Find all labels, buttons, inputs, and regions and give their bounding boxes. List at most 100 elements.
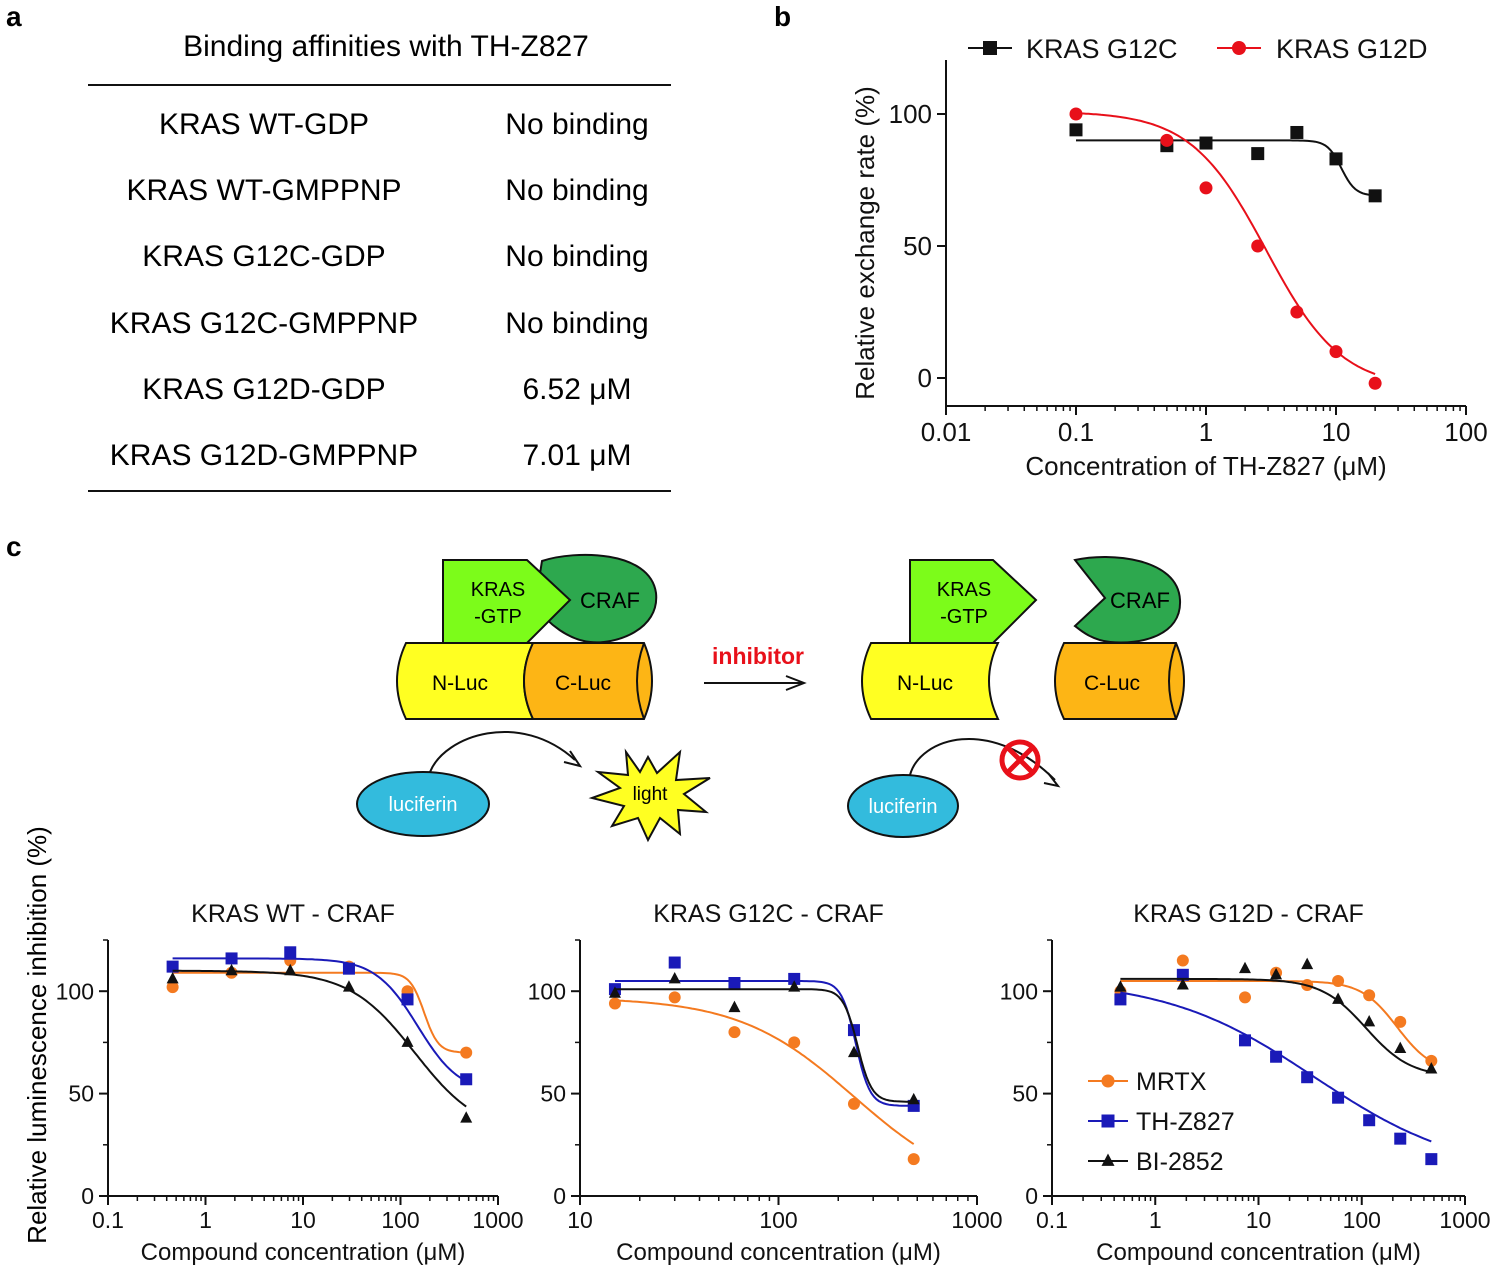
cluc-edge (636, 642, 645, 720)
data-point (1332, 992, 1345, 1004)
data-point (1329, 152, 1343, 166)
fit-curve-th-z827 (615, 980, 914, 1107)
x-tick-label: 10 (1246, 1207, 1272, 1233)
fit-curve-mrtx (614, 999, 915, 1145)
data-point (1363, 1114, 1376, 1127)
data-point (1238, 1034, 1251, 1047)
x-tick-label: 1000 (472, 1207, 523, 1233)
data-point (1332, 974, 1345, 987)
data-point (788, 1036, 801, 1049)
data-point (1290, 125, 1304, 139)
legend-label: MRTX (1136, 1068, 1207, 1096)
x-tick-label: 1 (1199, 417, 1213, 447)
data-point (166, 960, 179, 973)
craf-shape (533, 553, 658, 644)
x-tick-label: 1000 (951, 1207, 1002, 1233)
table-cell-value: No binding (505, 307, 648, 340)
data-point (1425, 1153, 1438, 1166)
cluc-edge (1168, 642, 1177, 720)
inhibitor-arrowhead (785, 675, 807, 691)
data-point (1394, 1041, 1407, 1054)
cluc-label: C-Luc (1084, 672, 1140, 695)
data-point (1238, 961, 1251, 974)
data-point (1301, 1071, 1314, 1084)
data-point (1238, 991, 1251, 1004)
data-point (1368, 376, 1382, 390)
light-label: light (633, 784, 669, 805)
luciferin-label: luciferin (389, 794, 458, 816)
c-shared-y-label: Relative luminescence inhibition (%) (22, 826, 52, 1244)
x-tick-label: 10 (290, 1207, 316, 1233)
data-point (225, 952, 238, 965)
data-point (460, 1046, 473, 1059)
chart-title: KRAS WT - CRAF (191, 900, 395, 928)
y-tick-label: 50 (540, 1081, 566, 1107)
data-point (1069, 107, 1083, 121)
x-tick-label: 10 (1322, 417, 1351, 447)
y-tick-label: 0 (1025, 1183, 1038, 1209)
chart-title: KRAS G12D - CRAF (1133, 900, 1364, 928)
data-point (1363, 989, 1376, 1002)
legend-marker (1101, 1074, 1115, 1088)
data-point (1425, 1062, 1438, 1074)
data-point (847, 1097, 860, 1110)
table-row: KRAS G12C-GDP No binding (142, 240, 648, 273)
fit-curve-mrtx (172, 971, 467, 1054)
x-tick-label: 0.01 (921, 417, 972, 447)
cluc-shape (1054, 642, 1185, 720)
table-cell-protein: KRAS G12D-GMPPNP (110, 439, 418, 472)
table-row: KRAS G12D-GDP 6.52 μM (142, 373, 631, 406)
data-point (1329, 345, 1343, 359)
data-point (1199, 181, 1213, 195)
data-point (1394, 1132, 1407, 1145)
reaction-arrowhead (1043, 772, 1061, 788)
inhibitor-label: inhibitor (712, 643, 804, 669)
nluc-label: N-Luc (897, 672, 953, 695)
data-point (1301, 957, 1314, 970)
x-tick-label: 100 (1343, 1207, 1381, 1233)
cluc-label: C-Luc (555, 672, 611, 695)
data-point (907, 1153, 920, 1166)
data-point (1394, 1015, 1407, 1028)
y-axis-label: Relative exchange rate (%) (850, 86, 880, 400)
nluc-shape (861, 642, 1000, 720)
table-row: KRAS G12D-GMPPNP 7.01 μM (110, 439, 632, 472)
data-point (1114, 993, 1127, 1006)
table-cell-value: 7.01 μM (523, 439, 632, 472)
x-tick-label: 0.1 (1036, 1207, 1068, 1233)
data-point (1176, 954, 1189, 967)
data-point (668, 991, 681, 1004)
legend-marker (983, 41, 997, 55)
data-point (401, 993, 414, 1006)
y-tick-label: 100 (889, 99, 932, 129)
luciferin-shape (356, 771, 490, 837)
legend-label: BI-2852 (1136, 1148, 1224, 1176)
y-tick-label: 0 (918, 363, 932, 393)
x-axis-label: Compound concentration (μM) (616, 1239, 941, 1266)
x-tick-label: 100 (1444, 417, 1487, 447)
craf-label: CRAF (1110, 588, 1170, 613)
x-axis-label: Compound concentration (μM) (1096, 1239, 1421, 1266)
x-tick-label: 1000 (1439, 1207, 1490, 1233)
data-point (608, 986, 621, 998)
assay-diagram: CRAF KRAS -GTP N-Luc C-Luc luciferin lig… (356, 553, 1185, 843)
kras-label: KRAS (471, 579, 525, 601)
table-title: Binding affinities with TH-Z827 (183, 30, 589, 63)
data-point (1363, 1015, 1376, 1027)
table-row: KRAS G12C-GMPPNP No binding (110, 307, 649, 340)
data-point (284, 963, 297, 976)
data-point (1160, 133, 1174, 147)
table-cell-value: No binding (505, 174, 648, 207)
panel-label-c: c (6, 531, 22, 562)
table-row: KRAS WT-GMPPNP No binding (126, 174, 648, 207)
data-point (608, 997, 621, 1010)
data-point (728, 1000, 741, 1013)
data-point (342, 980, 355, 992)
data-point (1270, 967, 1283, 980)
chart-title: KRAS G12C - CRAF (653, 900, 884, 928)
data-point (728, 1026, 741, 1039)
fit-curve-bi-2852 (172, 969, 467, 1108)
fit-curve-kras-g12c (1076, 139, 1376, 197)
data-point (1176, 978, 1189, 990)
